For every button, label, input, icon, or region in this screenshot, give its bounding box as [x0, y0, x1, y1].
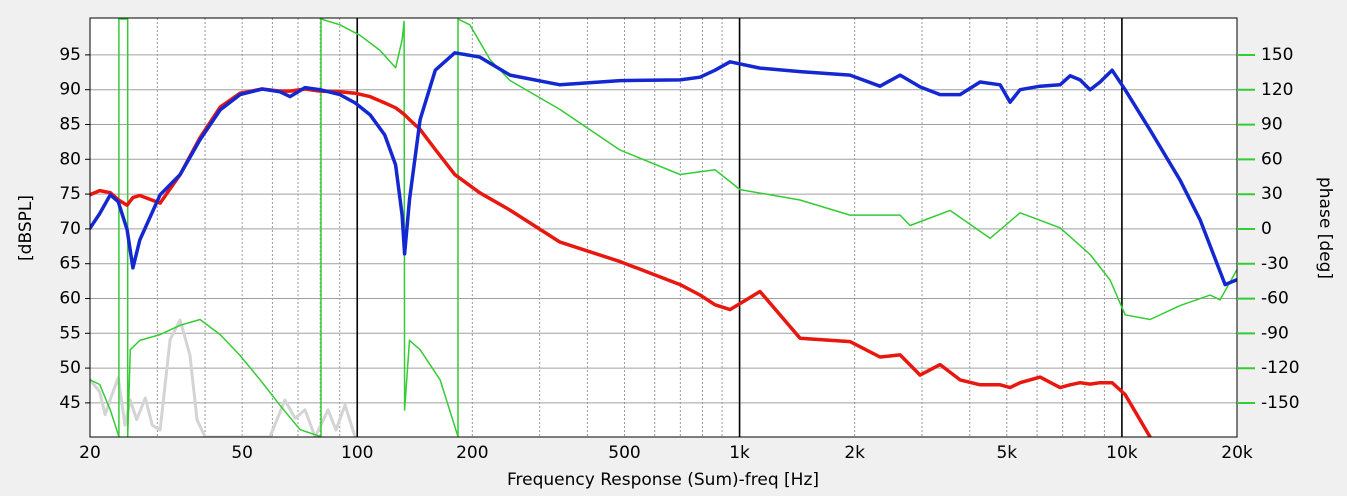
y2-tick-label: -120	[1261, 358, 1300, 378]
y2-tick-label: 120	[1261, 80, 1293, 100]
x-tick-label: 100	[341, 443, 373, 463]
x-tick-label: 20	[79, 443, 101, 463]
x-tick-label: 20k	[1221, 443, 1253, 463]
series-line	[90, 51, 1237, 287]
x-tick-label: 50	[231, 443, 253, 463]
y2-axis-label: phase [deg]	[1315, 177, 1335, 279]
plot-frame	[89, 17, 1238, 438]
y2-tick-label: -30	[1261, 254, 1289, 274]
y2-tick-label: -150	[1261, 393, 1300, 413]
y-tick-label: 65	[59, 254, 81, 274]
grid	[89, 18, 1238, 437]
y-tick-label: 90	[59, 80, 81, 100]
x-tick-label: 10k	[1106, 443, 1138, 463]
axes: 45 50 55 60 65 70 75 80 85 90 95 -150 -120 -90 -60 -30 0…	[59, 45, 1299, 463]
y2-tick-label: 30	[1261, 184, 1283, 204]
x-tick-label: 200	[456, 443, 488, 463]
y2-tick-label: 0	[1261, 219, 1272, 239]
y2-tick-label: 90	[1261, 115, 1283, 135]
y-tick-label: 95	[59, 45, 81, 65]
x-tick-label: 2k	[844, 443, 865, 463]
x-tick-label: 5k	[996, 443, 1017, 463]
x-axis-label: Frequency Response (Sum)-freq [Hz]	[507, 470, 819, 490]
lines	[90, 18, 1237, 437]
x-tick-label: 500	[608, 443, 640, 463]
x-tick-label: 1k	[729, 443, 750, 463]
y-tick-label: 85	[59, 114, 81, 134]
y2-tick-label: 60	[1261, 149, 1283, 169]
y2-tick-label: -60	[1261, 289, 1289, 309]
series-line	[90, 18, 1237, 437]
y-tick-label: 75	[59, 184, 81, 204]
y2-tick-label: -90	[1261, 323, 1289, 343]
y-tick-label: 50	[59, 358, 81, 378]
y-tick-label: 45	[59, 393, 81, 413]
y-tick-label: 60	[59, 288, 81, 308]
y-axis-label: [dBSPL]	[16, 195, 36, 261]
y-tick-label: 80	[59, 149, 81, 169]
y-tick-label: 55	[59, 323, 81, 343]
y2-tick-label: 150	[1261, 45, 1293, 65]
plot-area	[90, 18, 1237, 437]
y-tick-label: 70	[59, 219, 81, 239]
